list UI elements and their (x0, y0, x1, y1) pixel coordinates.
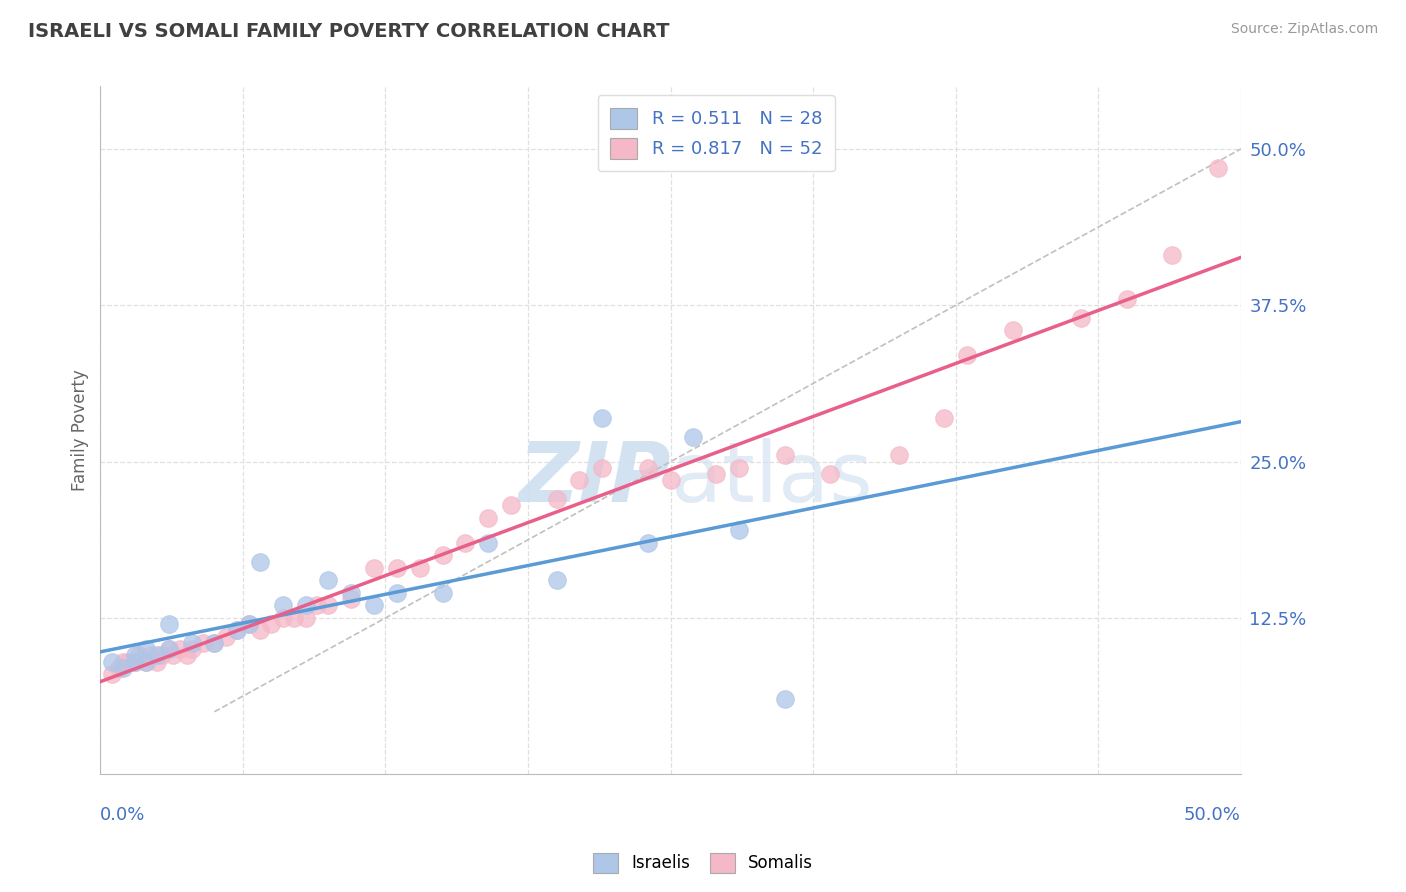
Point (934, 410, 956, 425)
Point (157, 642, 180, 657)
Point (238, 617, 260, 632)
Text: atlas: atlas (671, 438, 872, 519)
Point (409, 561, 432, 575)
Point (363, 599, 385, 613)
Point (191, 636, 214, 650)
Point (202, 636, 225, 650)
Point (956, 348, 979, 362)
Point (162, 648, 184, 663)
Point (637, 460, 659, 475)
Point (546, 492, 568, 507)
Point (659, 473, 682, 487)
Point (546, 574, 568, 588)
Point (568, 473, 591, 487)
Point (176, 648, 198, 663)
Point (340, 586, 363, 600)
Point (100, 655, 122, 669)
Point (773, 692, 796, 706)
Point (135, 655, 157, 669)
Point (146, 655, 169, 669)
Point (682, 429, 704, 443)
Point (146, 648, 169, 663)
Point (124, 655, 146, 669)
Point (363, 561, 385, 575)
Point (318, 599, 340, 613)
Point (499, 499, 522, 513)
Text: ISRAELI VS SOMALI FAMILY POVERTY CORRELATION CHART: ISRAELI VS SOMALI FAMILY POVERTY CORRELA… (28, 22, 669, 41)
Point (477, 511, 499, 525)
Point (728, 524, 751, 538)
Point (454, 536, 477, 550)
Point (887, 448, 910, 462)
Point (226, 624, 249, 638)
Point (139, 648, 162, 663)
Point (1001, 323, 1024, 337)
Point (249, 555, 271, 569)
Point (271, 611, 294, 625)
Point (128, 648, 150, 663)
Text: ZIP: ZIP (517, 438, 671, 519)
Point (294, 599, 316, 613)
Point (307, 599, 329, 613)
Y-axis label: Family Poverty: Family Poverty (72, 369, 89, 491)
Text: 50.0%: 50.0% (1184, 805, 1241, 823)
Point (477, 536, 499, 550)
Point (112, 661, 135, 675)
Point (112, 655, 135, 669)
Legend: Israelis, Somalis: Israelis, Somalis (586, 847, 820, 880)
Point (271, 599, 294, 613)
Point (107, 661, 129, 675)
Point (226, 624, 249, 638)
Point (294, 611, 316, 625)
Point (591, 460, 613, 475)
Point (773, 448, 796, 462)
Point (169, 642, 191, 657)
Point (1161, 248, 1184, 262)
Point (591, 410, 613, 425)
Point (432, 549, 454, 563)
Point (1115, 292, 1137, 306)
Point (157, 642, 180, 657)
Point (124, 648, 146, 663)
Point (385, 586, 408, 600)
Point (135, 655, 157, 669)
Point (117, 655, 139, 669)
Point (180, 636, 202, 650)
Point (704, 467, 727, 481)
Point (180, 642, 202, 657)
Point (318, 574, 340, 588)
Legend: R = 0.511   N = 28, R = 0.817   N = 52: R = 0.511 N = 28, R = 0.817 N = 52 (598, 95, 835, 171)
Point (385, 561, 408, 575)
Point (260, 617, 283, 632)
Point (249, 624, 271, 638)
Point (238, 617, 260, 632)
Point (100, 667, 122, 681)
Point (150, 648, 173, 663)
Point (124, 655, 146, 669)
Point (283, 611, 305, 625)
Text: Source: ZipAtlas.com: Source: ZipAtlas.com (1230, 22, 1378, 37)
Point (135, 642, 157, 657)
Point (432, 586, 454, 600)
Point (637, 536, 659, 550)
Point (728, 460, 751, 475)
Point (1070, 310, 1092, 325)
Point (202, 636, 225, 650)
Point (157, 617, 180, 632)
Text: 0.0%: 0.0% (100, 805, 146, 823)
Point (820, 467, 842, 481)
Point (340, 592, 363, 607)
Point (215, 630, 238, 644)
Point (1206, 161, 1229, 175)
